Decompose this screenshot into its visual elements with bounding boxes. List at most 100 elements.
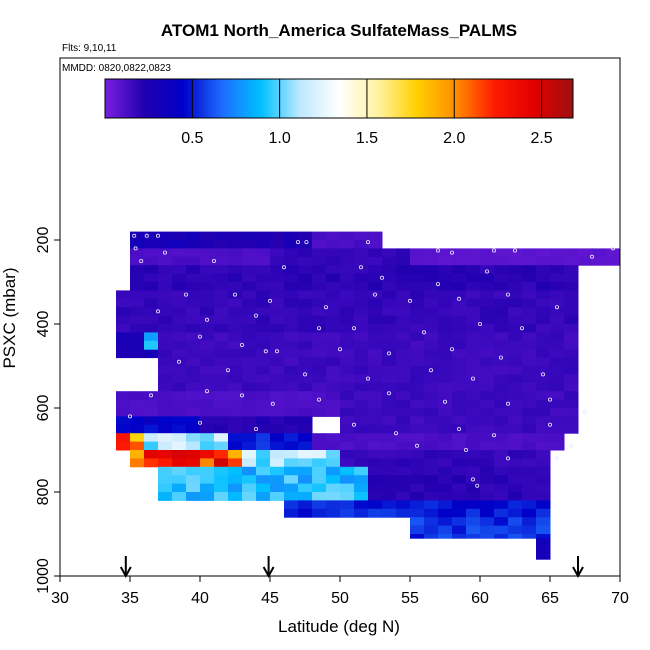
heatmap-cell [396, 424, 411, 434]
heatmap-cell [368, 307, 383, 317]
heatmap-cell [228, 466, 243, 476]
heatmap-cell [186, 273, 201, 283]
heatmap-cell [438, 315, 453, 325]
heatmap-cell [522, 382, 537, 392]
heatmap-cell [536, 424, 551, 434]
heatmap-cell [186, 433, 201, 443]
heatmap-cell [480, 374, 495, 384]
heatmap-cell [382, 391, 397, 401]
heatmap-cell [256, 273, 271, 283]
heatmap-cell [466, 382, 481, 392]
heatmap-cell [466, 248, 481, 258]
dates-label: MMDD: 0820,0822,0823 [62, 63, 171, 74]
heatmap-cell [508, 483, 523, 493]
heatmap-cell [340, 416, 355, 426]
heatmap-cell [452, 500, 467, 510]
heatmap-cell [508, 500, 523, 510]
heatmap-cell [522, 324, 537, 333]
heatmap-cell [424, 433, 439, 443]
heatmap-cell [326, 366, 341, 375]
heatmap-cell [508, 265, 523, 275]
heatmap-cell [536, 555, 551, 560]
heatmap-cell [494, 357, 509, 367]
heatmap-cell [480, 500, 495, 510]
heatmap-cell [396, 307, 411, 317]
heatmap-cell [284, 441, 299, 451]
heatmap-cell [270, 399, 285, 409]
heatmap-cell [410, 508, 425, 518]
heatmap-cell [508, 534, 523, 539]
heatmap-cell [256, 424, 271, 434]
heatmap-cell [228, 231, 243, 241]
heatmap-cell [326, 231, 341, 241]
heatmap-cell [494, 525, 509, 535]
heatmap-cell [228, 248, 243, 258]
heatmap-cell [396, 399, 411, 409]
observation-point [520, 326, 525, 331]
heatmap-cell [256, 450, 271, 459]
heatmap-cell [536, 450, 551, 459]
heatmap-cell [270, 273, 285, 283]
heatmap-cell [508, 307, 523, 317]
heatmap-cell [144, 349, 159, 359]
heatmap-cell [340, 424, 355, 434]
heatmap-cell [522, 483, 537, 493]
heatmap-cell [298, 315, 313, 325]
heatmap-cell [522, 332, 537, 342]
heatmap-cell [326, 357, 341, 367]
heatmap-cell [508, 256, 523, 266]
heatmap-cell [270, 298, 285, 308]
heatmap-cell [242, 265, 257, 275]
heatmap-cell [424, 324, 439, 333]
heatmap-cell [214, 382, 229, 392]
heatmap-cell [200, 391, 215, 401]
heatmap-cell [130, 248, 145, 258]
heatmap-cell [158, 433, 173, 443]
heatmap-cell [228, 458, 243, 468]
heatmap-cell [186, 256, 201, 266]
heatmap-cell [564, 424, 579, 434]
heatmap-cell [410, 416, 425, 426]
heatmap-cell [354, 357, 369, 367]
heatmap-cell [466, 324, 481, 333]
heatmap-cell [368, 408, 383, 417]
heatmap-cell [158, 424, 173, 434]
heatmap-cell [466, 340, 481, 350]
heatmap-cell [466, 475, 481, 485]
heatmap-cell [214, 256, 229, 266]
observation-point [358, 265, 363, 270]
heatmap-cell [186, 374, 201, 384]
heatmap-cell [550, 324, 565, 333]
heatmap-cell [410, 517, 425, 527]
heatmap-cell [452, 475, 467, 485]
heatmap-cell [172, 298, 187, 308]
heatmap-cell [130, 433, 145, 443]
heatmap-cell [424, 290, 439, 300]
heatmap-cell [228, 265, 243, 275]
heatmap-cell [550, 332, 565, 342]
heatmap-cell [522, 265, 537, 275]
observation-point [253, 313, 258, 318]
heatmap-cell [578, 248, 593, 258]
heatmap-cell [284, 357, 299, 367]
heatmap-cell [410, 450, 425, 459]
observation-point [323, 305, 328, 310]
heatmap-cell [354, 408, 369, 417]
heatmap-cell [480, 483, 495, 493]
heatmap-cell [382, 265, 397, 275]
observation-point [211, 258, 216, 263]
heatmap-cell [256, 315, 271, 325]
heatmap-cell [326, 483, 341, 493]
heatmap-cell [284, 282, 299, 291]
heatmap-cell [452, 433, 467, 443]
heatmap-cell [424, 307, 439, 317]
heatmap-cell [186, 416, 201, 426]
heatmap-cell [396, 391, 411, 401]
heatmap-cell [214, 273, 229, 283]
heatmap-cell [424, 357, 439, 367]
heatmap-cell [172, 399, 187, 409]
heatmap-cell [298, 408, 313, 417]
heatmap-cell [200, 290, 215, 300]
heatmap-cell [200, 349, 215, 359]
heatmap-cell [326, 441, 341, 451]
